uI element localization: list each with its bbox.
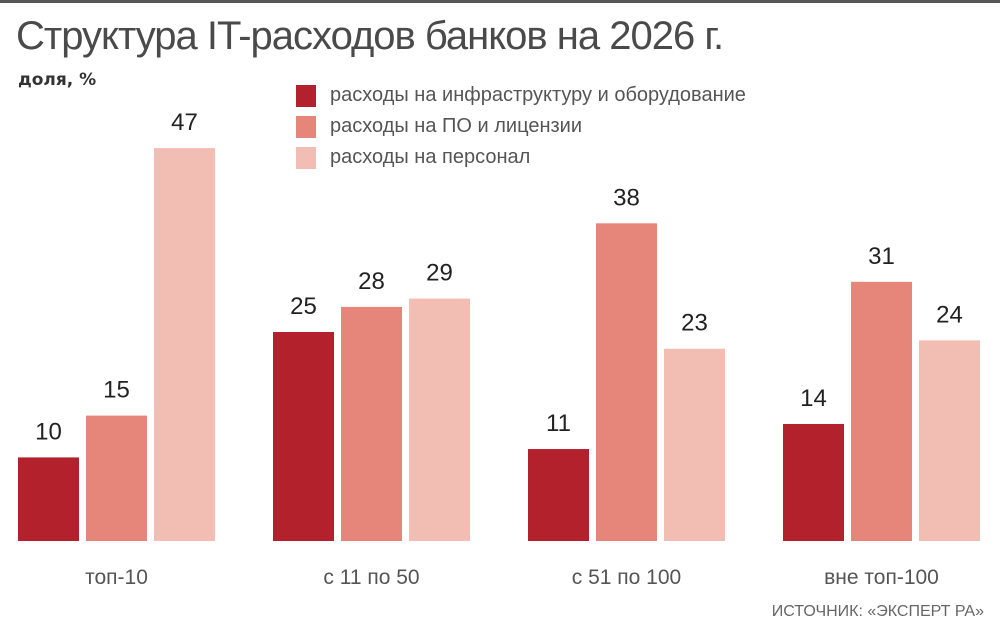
bar (783, 423, 844, 541)
data-label: 47 (171, 109, 198, 136)
data-label: 10 (35, 418, 62, 445)
bar (664, 348, 725, 541)
data-label: 25 (290, 293, 317, 320)
bar (528, 449, 589, 541)
legend-item-software: расходы на ПО и лицензии (296, 111, 746, 142)
bar (273, 332, 334, 541)
legend-label: расходы на инфраструктуру и оборудование (330, 84, 746, 106)
data-label: 11 (546, 410, 571, 437)
top-border (0, 0, 1000, 3)
legend-swatch (296, 84, 316, 107)
data-label: 31 (868, 243, 895, 270)
source-note: ИСТОЧНИК: «ЭКСПЕРТ РА» (771, 603, 984, 620)
data-label: 15 (103, 377, 130, 404)
legend-label: расходы на ПО и лицензии (330, 115, 583, 137)
y-axis-label: доля, % (18, 70, 97, 90)
category-label: вне топ-100 (824, 566, 939, 589)
bar (919, 340, 980, 541)
legend-label: расходы на персонал (330, 146, 531, 168)
bar (851, 281, 912, 541)
bar (86, 415, 147, 541)
category-label: топ-10 (85, 566, 148, 589)
category-label: с 51 по 100 (572, 566, 681, 589)
bar (154, 148, 215, 541)
data-label: 14 (800, 385, 827, 412)
bar (596, 223, 657, 541)
legend-swatch (296, 115, 316, 138)
bar (409, 298, 470, 541)
data-label: 28 (358, 268, 385, 295)
data-label: 23 (681, 310, 708, 337)
legend-swatch (296, 146, 316, 169)
bar (341, 306, 402, 541)
bar (18, 457, 79, 541)
chart-title: Структура IT-расходов банков на 2026 г. (16, 14, 724, 58)
legend: расходы на инфраструктуру и оборудование… (296, 80, 746, 173)
category-label: с 11 по 50 (323, 566, 419, 589)
data-label: 24 (936, 301, 963, 328)
legend-item-personnel: расходы на персонал (296, 142, 746, 173)
data-label: 29 (426, 260, 453, 287)
data-label: 38 (613, 184, 640, 211)
legend-item-infrastructure: расходы на инфраструктуру и оборудование (296, 80, 746, 111)
